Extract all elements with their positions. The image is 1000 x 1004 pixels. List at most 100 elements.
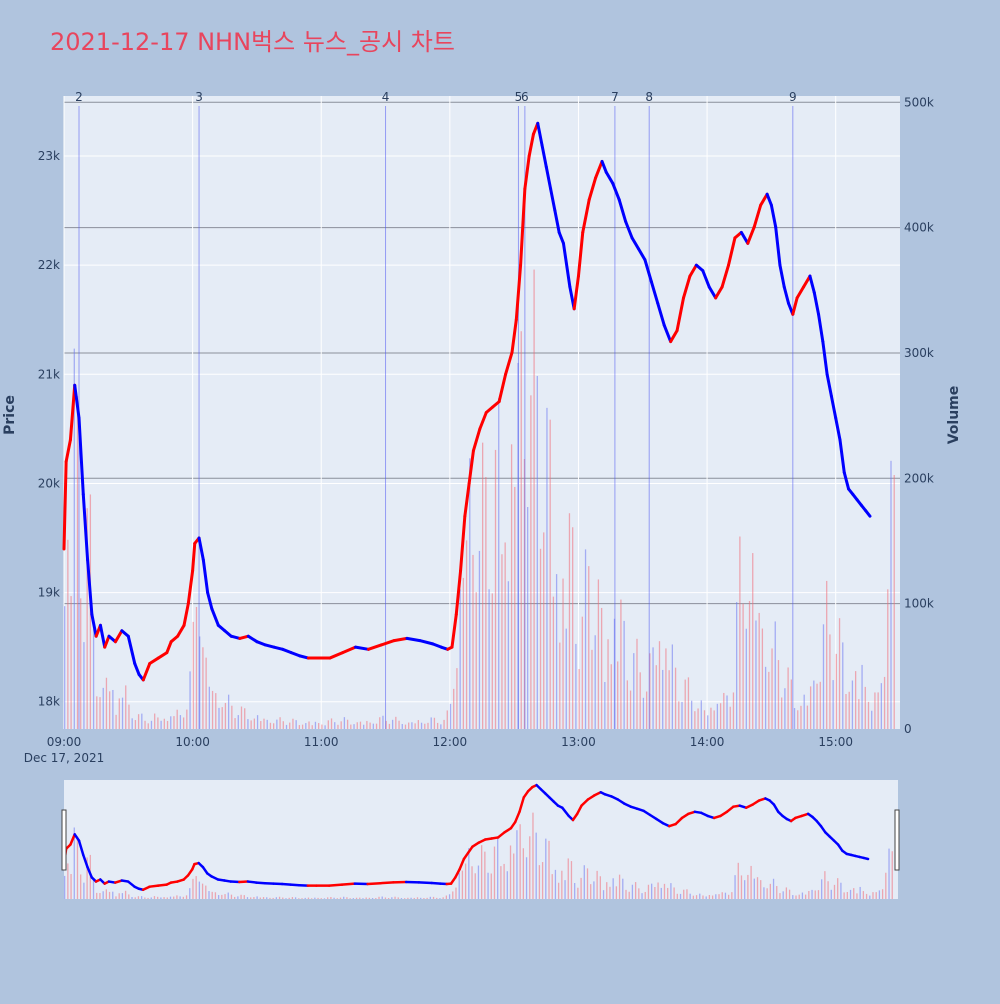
navigator-volume-bar: [863, 891, 864, 899]
volume-bar: [115, 715, 116, 729]
range-handle-right[interactable]: [895, 810, 899, 870]
volume-bar: [794, 708, 795, 729]
volume-bar: [845, 694, 846, 729]
volume-bar: [328, 720, 329, 729]
volume-bar: [726, 695, 727, 729]
volume-bar: [533, 270, 534, 729]
volume-bar: [550, 420, 551, 729]
volume-bar: [623, 621, 624, 729]
volume-bar: [546, 408, 547, 729]
navigator-volume-bar: [80, 874, 81, 899]
navigator-volume-bar: [83, 883, 84, 899]
volume-bar: [733, 692, 734, 729]
volume-bar: [196, 607, 197, 729]
volume-bar: [752, 553, 753, 729]
volume-bar: [289, 723, 290, 729]
navigator-volume-bar: [827, 881, 828, 899]
navigator-price-segment: [150, 886, 159, 887]
navigator-volume-bar: [250, 897, 251, 899]
navigator-volume-bar: [253, 897, 254, 899]
navigator-volume-bar: [349, 898, 350, 899]
volume-bar: [318, 723, 319, 729]
volume-bar: [688, 677, 689, 729]
navigator-volume-bar: [843, 892, 844, 899]
navigator-volume-bar: [879, 890, 880, 899]
volume-bar: [832, 680, 833, 729]
volume-bar: [212, 691, 213, 729]
navigator-volume-bar: [462, 871, 463, 899]
navigator-volume-bar: [683, 890, 684, 899]
volume-bar: [222, 707, 223, 729]
chart-title: 2021-12-17 NHN벅스 뉴스_공시 차트: [50, 28, 455, 56]
volume-bar: [813, 681, 814, 729]
navigator-volume-bar: [805, 895, 806, 899]
navigator-volume-bar: [269, 898, 270, 899]
volume-bar: [183, 717, 184, 729]
navigator-volume-bar: [574, 883, 575, 899]
navigator-volume-bar: [369, 898, 370, 899]
navigator-volume-bar: [314, 898, 315, 899]
volume-bar: [360, 722, 361, 729]
volume-bar: [527, 507, 528, 729]
navigator-volume-bar: [337, 898, 338, 899]
navigator-volume-bar: [750, 866, 751, 899]
navigator-volume-bar: [240, 895, 241, 899]
navigator-volume-bar: [638, 888, 639, 899]
navigator-volume-bar: [106, 889, 107, 899]
navigator-volume-bar: [564, 880, 565, 899]
volume-bar: [701, 700, 702, 729]
navigator-volume-bar: [606, 882, 607, 899]
navigator-volume-bar: [776, 886, 777, 899]
volume-bar: [714, 710, 715, 729]
volume-bar: [109, 691, 110, 729]
volume-bar: [855, 671, 856, 729]
volume-bar: [244, 708, 245, 729]
navigator-volume-bar: [263, 897, 264, 899]
volume-bar: [887, 589, 888, 729]
volume-bar: [424, 724, 425, 729]
volume-bar: [874, 692, 875, 729]
navigator-price-segment: [864, 858, 868, 859]
navigator-volume-bar: [455, 888, 456, 899]
navigator-volume-bar: [398, 897, 399, 899]
volume-bar: [543, 532, 544, 729]
navigator-volume-bar: [635, 882, 636, 899]
navigator-volume-bar: [869, 896, 870, 899]
volume-bar: [865, 687, 866, 729]
navigator-volume-bar: [433, 897, 434, 899]
volume-bar: [376, 724, 377, 729]
volume-bar: [575, 644, 576, 729]
volume-bar: [723, 693, 724, 729]
navigator-price-segment: [419, 882, 432, 883]
navigator-volume-bar: [600, 876, 601, 899]
volume-bar: [80, 598, 81, 729]
navigator-volume-bar: [276, 897, 277, 899]
navigator-volume-bar: [548, 841, 549, 899]
navigator-volume-bar: [173, 897, 174, 899]
volume-bar: [627, 680, 628, 729]
volume-bar: [710, 708, 711, 729]
volume-bar: [697, 708, 698, 729]
volume-bar: [324, 725, 325, 729]
volume-bar: [308, 721, 309, 729]
navigator-volume-bar: [163, 897, 164, 899]
volume-bar: [279, 717, 280, 729]
navigator-volume-bar: [475, 873, 476, 899]
navigator-volume-bar: [629, 892, 630, 899]
navigator-volume-bar: [625, 890, 626, 899]
news-marker-label: 6: [521, 90, 529, 104]
volume-bar: [540, 549, 541, 729]
navigator-volume-bar: [840, 883, 841, 899]
volume-bar: [125, 685, 126, 729]
volume-bar: [787, 667, 788, 729]
volume-bar: [421, 723, 422, 729]
navigator-volume-bar: [734, 875, 735, 899]
volume-bar: [135, 720, 136, 729]
navigator-volume-bar: [353, 898, 354, 899]
volume-bar: [755, 620, 756, 729]
volume-bar: [315, 722, 316, 729]
navigator-volume-bar: [375, 898, 376, 899]
range-handle-left[interactable]: [62, 810, 66, 870]
volume-bar: [765, 667, 766, 729]
navigator-volume-bar: [192, 879, 193, 899]
